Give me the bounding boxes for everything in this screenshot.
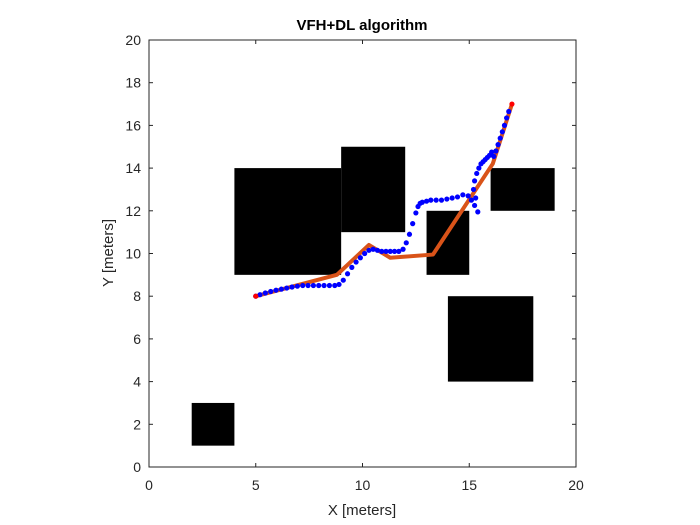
- marker-series-1-point-34: [410, 221, 416, 227]
- marker-series-1-point-67: [501, 122, 508, 128]
- marker-series-1-point-1: [257, 292, 263, 298]
- marker-series-1-point-13: [321, 282, 327, 289]
- x-axis-label: X [meters]: [328, 502, 396, 519]
- x-tick-label-1: 5: [252, 477, 260, 493]
- marker-series-1-point-47: [465, 193, 471, 199]
- marker-series-1-point-31: [400, 246, 406, 252]
- obstacle-5: [490, 168, 555, 211]
- marker-series-1-point-26: [379, 248, 385, 254]
- marker-series-1-point-66: [499, 129, 505, 135]
- marker-series-1-point-4: [273, 287, 279, 293]
- ticks-layer: 0 5 10 15 20 0 2 4 6 8 10 12 14 16 18 20: [125, 32, 584, 493]
- marker-series-1-point-22: [362, 250, 368, 257]
- obstacle-3: [426, 210, 470, 275]
- marker-series-1-point-16: [336, 281, 342, 288]
- y-tick-label-5: 10: [125, 246, 141, 262]
- marker-series-1-point-51: [473, 195, 479, 201]
- marker-series-1-point-11: [310, 282, 316, 289]
- marker-series-1-point-30: [396, 248, 402, 254]
- marker-series-1-point-2: [262, 290, 268, 296]
- marker-series-1-point-40: [428, 197, 434, 203]
- x-tick-label-0: 0: [145, 477, 153, 493]
- y-tick-label-3: 6: [133, 331, 141, 347]
- marker-series-1-point-50: [475, 209, 481, 215]
- y-tick-label-8: 16: [125, 117, 141, 133]
- marker-series-1-point-41: [433, 197, 439, 203]
- marker-series-1-point-35: [413, 210, 419, 216]
- y-axis-label: Y [meters]: [100, 219, 117, 287]
- marker-series-1-point-48: [468, 197, 474, 203]
- y-tick-label-4: 8: [133, 288, 141, 304]
- marker-series-1-point-29: [391, 248, 398, 254]
- marker-series-1-point-45: [454, 194, 461, 200]
- marker-series-1-point-55: [476, 165, 482, 171]
- marker-series-1-point-14: [326, 282, 333, 289]
- obstacle-0: [191, 402, 235, 446]
- marker-series-1-point-6: [284, 285, 290, 291]
- obstacle-4: [447, 296, 534, 382]
- y-tick-label-0: 0: [133, 459, 141, 475]
- marker-series-1-point-64: [495, 142, 501, 148]
- marker-series-1-point-5: [278, 286, 284, 292]
- marker-series-2-point-1: [509, 101, 515, 107]
- marker-series-1-point-61: [489, 149, 495, 155]
- marker-series-1-point-18: [344, 271, 351, 277]
- marker-series-1-point-62: [491, 153, 497, 159]
- marker-series-1-point-9: [300, 282, 306, 289]
- y-tick-label-7: 14: [125, 160, 141, 176]
- marker-series-1-point-33: [406, 231, 413, 237]
- marker-series-1-point-8: [294, 283, 300, 289]
- x-tick-label-3: 15: [461, 477, 477, 493]
- marker-series-1-point-44: [449, 195, 455, 201]
- marker-series-1-point-27: [383, 248, 389, 254]
- obstacle-2: [341, 146, 406, 233]
- marker-series-1-point-69: [506, 108, 512, 115]
- marker-series-1-point-12: [316, 282, 322, 289]
- marker-series-1-point-21: [357, 255, 363, 261]
- obstacles-layer: [191, 146, 555, 446]
- chart-title: VFH+DL algorithm: [297, 17, 428, 34]
- marker-series-1-point-39: [423, 198, 430, 204]
- y-tick-label-2: 4: [133, 374, 141, 390]
- marker-series-1-point-17: [340, 277, 346, 283]
- marker-series-1-point-24: [370, 246, 376, 252]
- marker-series-1-point-54: [474, 170, 480, 177]
- marker-series-1-point-28: [387, 248, 393, 254]
- series-layer: [253, 101, 515, 299]
- y-tick-label-9: 18: [125, 75, 141, 91]
- marker-series-1-point-3: [268, 288, 274, 295]
- marker-series-1-point-38: [419, 199, 425, 205]
- marker-series-1-point-52: [470, 186, 477, 193]
- marker-series-1-point-32: [403, 240, 409, 246]
- marker-series-1-point-20: [353, 259, 359, 265]
- obstacle-1: [234, 168, 342, 275]
- marker-series-1-point-42: [438, 197, 445, 203]
- marker-series-1-point-49: [471, 202, 478, 209]
- y-tick-label-1: 2: [133, 416, 141, 432]
- marker-series-1-point-63: [493, 148, 499, 154]
- marker-series-1-point-25: [374, 247, 381, 253]
- marker-series-2-point-0: [253, 293, 259, 299]
- marker-series-1-point-19: [349, 264, 355, 270]
- marker-series-1-point-23: [366, 247, 372, 253]
- marker-series-1-point-43: [444, 196, 450, 202]
- marker-series-1-point-68: [504, 115, 510, 121]
- y-tick-label-6: 12: [125, 203, 141, 219]
- x-tick-label-2: 10: [355, 477, 371, 493]
- marker-series-1-point-65: [497, 135, 503, 141]
- y-tick-label-10: 20: [125, 32, 141, 48]
- marker-series-1-point-46: [460, 192, 466, 198]
- marker-series-1-point-10: [305, 282, 311, 289]
- x-tick-label-4: 20: [568, 477, 584, 493]
- marker-series-1-point-53: [471, 178, 478, 184]
- marker-series-1-point-15: [332, 282, 338, 289]
- marker-series-1-point-7: [289, 284, 295, 290]
- path-line-series-0: [253, 102, 514, 299]
